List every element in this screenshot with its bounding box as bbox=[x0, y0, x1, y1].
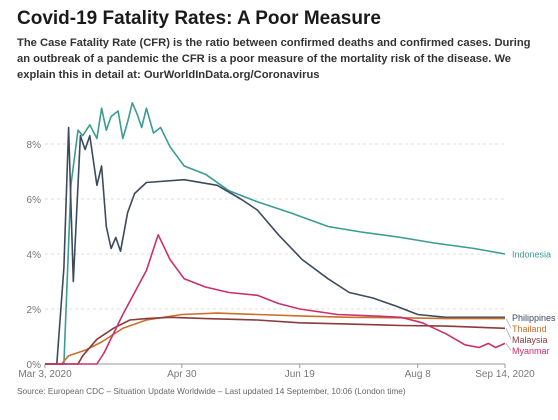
y-tick-label: 2% bbox=[27, 305, 42, 316]
y-tick-label: 8% bbox=[27, 140, 42, 151]
y-tick-label: 0% bbox=[27, 360, 42, 371]
series-line-thailand bbox=[45, 312, 505, 365]
x-tick-label: Aug 8 bbox=[405, 369, 432, 380]
x-tick-label: Sep 14, 2020 bbox=[475, 369, 535, 380]
series-line-philippines bbox=[45, 126, 505, 365]
series-label-philippines: Philippines bbox=[512, 313, 556, 323]
chart-title: Covid-19 Fatality Rates: A Poor Measure bbox=[17, 8, 381, 29]
y-tick-label: 4% bbox=[27, 250, 42, 261]
series-label-leader bbox=[505, 318, 512, 329]
series-label-malaysia: Malaysia bbox=[512, 335, 548, 345]
series-line-malaysia bbox=[45, 316, 506, 365]
y-tick-label: 6% bbox=[27, 195, 42, 206]
source-note: Source: European CDC – Situation Update … bbox=[17, 386, 406, 396]
series-label-thailand: Thailand bbox=[512, 324, 547, 334]
series-label-myanmar: Myanmar bbox=[512, 346, 550, 356]
x-tick-label: Mar 3, 2020 bbox=[18, 369, 72, 380]
series-line-indonesia bbox=[45, 102, 506, 365]
series-label-leader bbox=[505, 343, 512, 351]
chart-subtitle: The Case Fatality Rate (CFR) is the rati… bbox=[17, 37, 531, 81]
x-tick-label: Apr 30 bbox=[167, 369, 197, 380]
series-label-leader bbox=[505, 328, 512, 340]
series-label-indonesia: Indonesia bbox=[512, 250, 551, 260]
series-line-myanmar bbox=[45, 234, 506, 365]
x-tick-label: Jun 19 bbox=[285, 369, 315, 380]
